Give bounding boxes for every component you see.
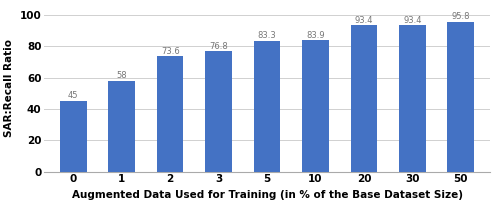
Text: 45: 45: [68, 91, 79, 100]
Text: 95.8: 95.8: [452, 12, 470, 21]
Text: 73.6: 73.6: [161, 47, 179, 56]
Bar: [399, 26, 426, 172]
Text: 58: 58: [117, 71, 127, 80]
Text: 83.9: 83.9: [306, 31, 325, 40]
Bar: [108, 81, 135, 172]
X-axis label: Augmented Data Used for Training (in % of the Base Dataset Size): Augmented Data Used for Training (in % o…: [72, 190, 462, 200]
Bar: [448, 22, 474, 172]
Bar: [157, 56, 183, 172]
Text: 76.8: 76.8: [209, 42, 228, 51]
Text: 83.3: 83.3: [258, 31, 277, 40]
Bar: [254, 41, 281, 172]
Bar: [302, 40, 329, 172]
Bar: [351, 26, 377, 172]
Bar: [60, 101, 86, 172]
Text: 93.4: 93.4: [403, 16, 421, 25]
Bar: [206, 51, 232, 172]
Text: 93.4: 93.4: [355, 16, 373, 25]
Y-axis label: SAR:Recall Ratio: SAR:Recall Ratio: [4, 39, 14, 137]
